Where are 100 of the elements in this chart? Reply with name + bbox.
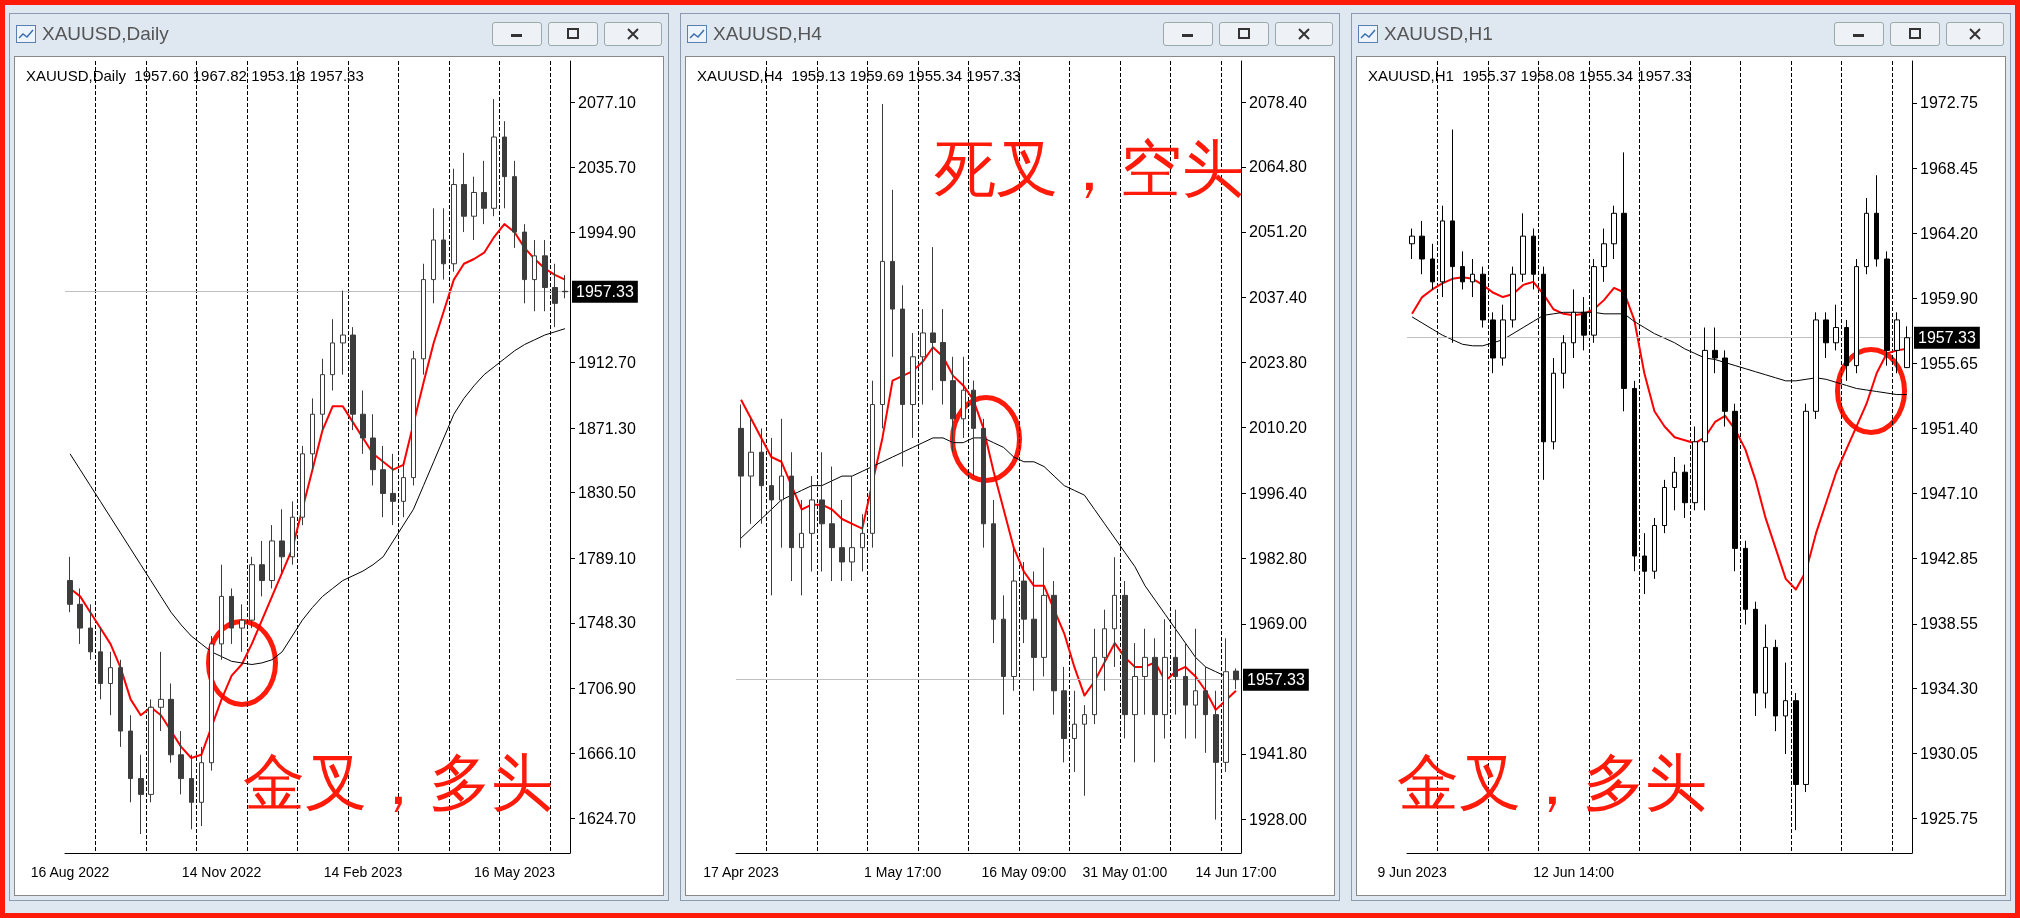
candlestick — [779, 418, 784, 549]
candlestick — [1652, 517, 1657, 580]
candlestick — [158, 651, 164, 732]
candlestick — [839, 499, 845, 582]
candlestick — [1213, 690, 1219, 821]
candlestick — [421, 263, 426, 376]
x-tick-label: 14 Nov 2022 — [181, 864, 262, 880]
ref-line-label: 1957.33 — [576, 283, 634, 301]
candlestick — [239, 603, 245, 653]
y-tick-label: 1928.00 — [1249, 811, 1307, 829]
candlestick — [502, 120, 507, 209]
candlestick — [108, 651, 113, 716]
candlestick — [1223, 637, 1229, 773]
candlestick — [390, 453, 396, 526]
candlestick — [1520, 212, 1526, 283]
ref-line-label: 1957.33 — [1247, 671, 1305, 689]
candlestick — [350, 326, 356, 431]
candlestick — [199, 746, 204, 827]
candlestick — [300, 445, 305, 526]
candlestick — [189, 754, 194, 830]
candlestick — [401, 461, 406, 518]
candlestick — [789, 451, 794, 582]
candlestick — [1001, 594, 1006, 716]
annotation: 金叉，多头 — [243, 747, 553, 819]
candlestick — [1460, 250, 1465, 290]
candlestick — [279, 508, 285, 574]
candlestick — [1233, 667, 1239, 690]
candlestick — [461, 152, 467, 233]
y-tick-label: 1982.80 — [1249, 549, 1307, 567]
y-tick-label: 1951.40 — [1920, 419, 1978, 437]
x-tick-label: 31 May 01:00 — [1082, 864, 1168, 880]
candlestick — [441, 207, 446, 281]
candlestick — [1419, 220, 1425, 275]
candlestick — [890, 189, 895, 358]
candlestick — [1430, 243, 1435, 290]
candlestick — [1021, 561, 1027, 644]
candlestick — [1833, 304, 1839, 351]
candlestick — [809, 475, 815, 573]
candlestick — [491, 98, 497, 217]
candlestick — [1803, 403, 1809, 793]
candlestick — [961, 356, 966, 439]
candlestick — [759, 427, 764, 525]
candlestick — [522, 223, 527, 304]
chart-subtitle: XAUUSD,H1 — [1384, 23, 1493, 45]
y-tick-label: 1934.30 — [1920, 680, 1978, 698]
y-tick-label: 1972.75 — [1920, 94, 1978, 112]
candlestick — [1031, 571, 1037, 692]
candlestick — [1092, 628, 1097, 725]
candlestick — [829, 466, 835, 582]
candlestick — [1773, 639, 1778, 732]
y-tick-label: 1969.00 — [1249, 615, 1307, 633]
candlestick — [340, 290, 346, 376]
x-tick-label: 9 Jun 2023 — [1377, 864, 1447, 880]
y-tick-label: 1871.30 — [578, 419, 636, 437]
y-tick-label: 2037.40 — [1249, 289, 1307, 307]
candlestick — [1874, 174, 1879, 268]
candlestick — [799, 499, 804, 596]
y-tick-label: 1706.90 — [578, 679, 636, 697]
candlestick — [370, 413, 376, 487]
candlestick — [249, 556, 255, 629]
y-tick-label: 1947.10 — [1920, 485, 1978, 503]
candlestick — [1011, 547, 1017, 692]
candlestick — [1102, 609, 1107, 692]
candlestick — [552, 263, 558, 328]
x-tick-label: 14 Feb 2023 — [323, 864, 403, 880]
candlestick — [219, 564, 224, 661]
candlestick — [1051, 580, 1057, 716]
candlestick — [1122, 580, 1128, 739]
candlestick — [819, 451, 825, 573]
candlestick — [900, 284, 905, 468]
candlestick — [1470, 258, 1475, 298]
candlestick — [128, 714, 133, 803]
y-tick-label: 1789.10 — [578, 549, 636, 567]
candlestick — [870, 380, 875, 549]
candlestick — [940, 308, 946, 406]
candlestick — [849, 475, 855, 582]
candlestick — [1561, 334, 1566, 389]
y-tick-label: 1624.70 — [578, 810, 636, 828]
line-series — [740, 346, 1237, 711]
candlestick — [1753, 601, 1758, 717]
x-tick-label: 14 Jun 17:00 — [1195, 864, 1277, 880]
candlestick — [748, 418, 754, 525]
y-tick-label: 1996.40 — [1249, 484, 1307, 502]
y-tick-label: 2078.40 — [1249, 93, 1307, 111]
chart-title: XAUUSD,Daily 1957.60 1967.82 1953.18 1957.33 — [26, 67, 364, 84]
candlestick — [451, 168, 457, 273]
y-tick-label: 1925.75 — [1920, 810, 1978, 828]
candlestick — [1203, 666, 1208, 754]
candlestick — [1061, 666, 1067, 763]
y-tick-label: 1994.90 — [578, 223, 636, 241]
candlestick — [98, 627, 103, 700]
candlestick — [1601, 228, 1607, 283]
candlestick — [320, 358, 325, 431]
candlestick — [512, 160, 517, 249]
x-tick-label: 16 May 09:00 — [981, 864, 1067, 880]
x-tick-label: 1 May 17:00 — [864, 864, 942, 880]
y-tick-label: 2010.20 — [1249, 418, 1307, 436]
candlestick — [920, 308, 926, 406]
candlestick — [88, 603, 93, 661]
y-tick-label: 1912.70 — [578, 353, 636, 371]
